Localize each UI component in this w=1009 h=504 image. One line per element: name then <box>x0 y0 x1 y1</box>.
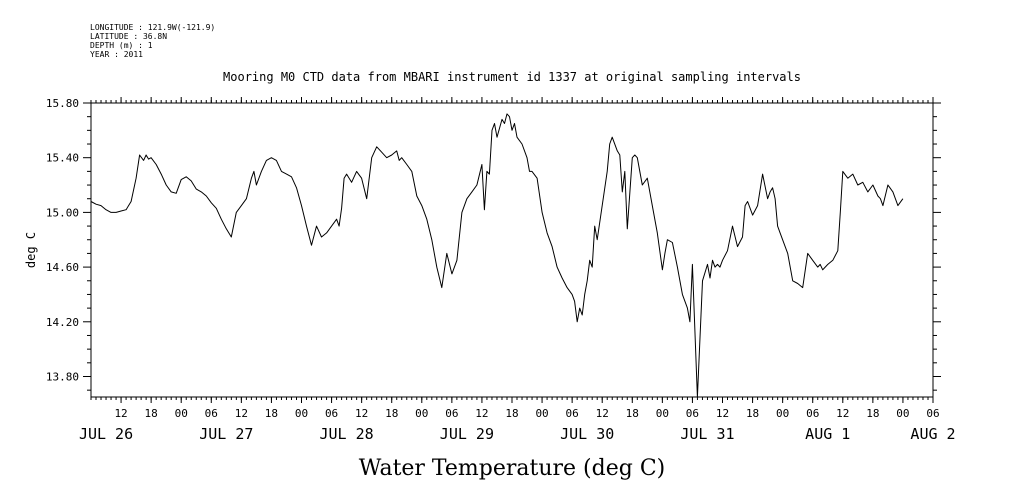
x-hour-label: 12 <box>475 407 488 420</box>
x-hour-label: 12 <box>114 407 127 420</box>
x-hour-label: 06 <box>806 407 819 420</box>
x-hour-label: 00 <box>535 407 548 420</box>
x-hour-label: 06 <box>566 407 579 420</box>
axes-group: 15.80 15.40 15.00 14.60 14.20 13.80 12 18 00 06 12… <box>46 97 956 443</box>
x-hour-label: 12 <box>716 407 729 420</box>
x-day-label: JUL 30 <box>560 425 614 443</box>
x-hour-label: 18 <box>265 407 278 420</box>
x-day-label: JUL 31 <box>680 425 734 443</box>
y-tick-label: 15.40 <box>46 152 79 165</box>
x-hour-label: 18 <box>866 407 879 420</box>
y-tick-label: 13.80 <box>46 370 79 383</box>
x-hour-label: 06 <box>926 407 939 420</box>
x-hour-label: 18 <box>145 407 158 420</box>
x-hour-label: 00 <box>776 407 789 420</box>
x-hour-label: 00 <box>295 407 308 420</box>
metadata-block: LONGITUDE : 121.9W(-121.9) LATITUDE : 36… <box>90 23 215 59</box>
x-day-label: JUL 28 <box>320 425 374 443</box>
x-hour-label: 18 <box>746 407 759 420</box>
x-hour-label: 18 <box>626 407 639 420</box>
x-day-label: JUL 27 <box>199 425 253 443</box>
x-day-label: AUG 1 <box>805 425 850 443</box>
x-hour-label: 06 <box>325 407 338 420</box>
x-axis-label: Water Temperature (deg C) <box>359 456 666 481</box>
x-day-label: JUL 29 <box>440 425 494 443</box>
plot-frame <box>90 102 934 398</box>
x-hour-label: 06 <box>686 407 699 420</box>
y-tick-label: 15.00 <box>46 206 79 219</box>
x-day-label: JUL 26 <box>79 425 133 443</box>
x-hour-label: 18 <box>505 407 518 420</box>
chart-title: Mooring M0 CTD data from MBARI instrumen… <box>223 70 801 84</box>
metadata-line: LATITUDE : 36.8N <box>90 32 167 41</box>
x-hour-label: 18 <box>385 407 398 420</box>
x-hour-label: 00 <box>415 407 428 420</box>
x-hour-label: 00 <box>175 407 188 420</box>
x-hour-label: 06 <box>205 407 218 420</box>
x-hour-label: 06 <box>445 407 458 420</box>
x-hour-label: 12 <box>836 407 849 420</box>
x-hour-label: 12 <box>235 407 248 420</box>
metadata-line: LONGITUDE : 121.9W(-121.9) <box>90 23 215 32</box>
y-tick-label: 15.80 <box>46 97 79 110</box>
x-hour-label: 00 <box>896 407 909 420</box>
metadata-line: DEPTH (m) : 1 <box>90 41 153 50</box>
x-hour-label: 12 <box>596 407 609 420</box>
y-tick-label: 14.60 <box>46 261 79 274</box>
y-tick-label: 14.20 <box>46 316 79 329</box>
metadata-line: YEAR : 2011 <box>90 50 143 59</box>
x-hour-label: 00 <box>656 407 669 420</box>
y-axis-label: deg C <box>24 232 38 268</box>
x-hour-label: 12 <box>355 407 368 420</box>
water-temperature-line <box>90 113 904 398</box>
x-day-label: AUG 2 <box>910 425 955 443</box>
